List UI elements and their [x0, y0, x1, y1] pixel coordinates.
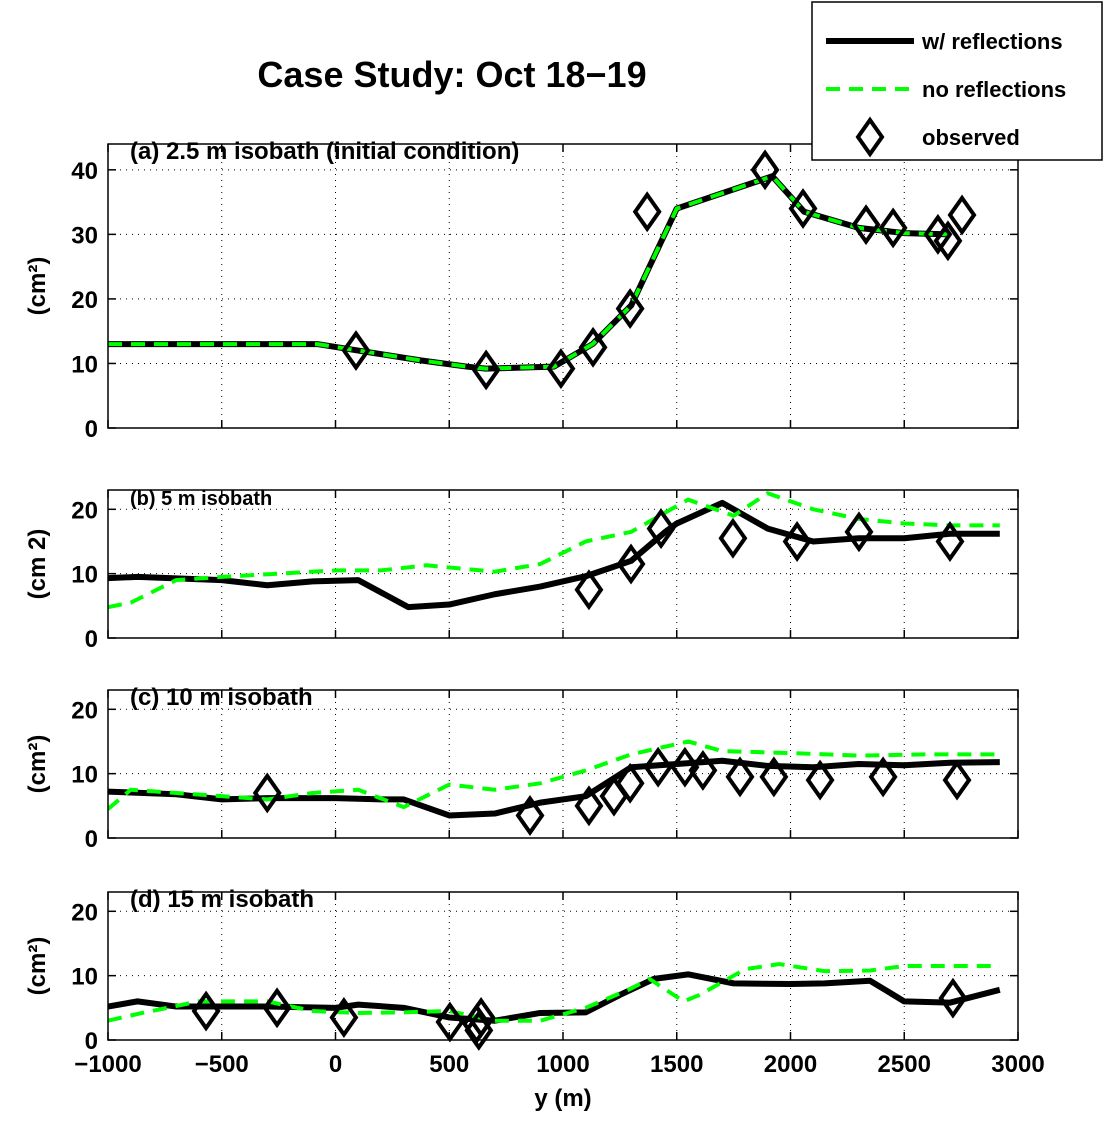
- x-tick-label: 1000: [536, 1051, 589, 1078]
- observed-marker: [515, 795, 545, 836]
- legend-label: w/ reflections: [921, 29, 1063, 54]
- panel-title: (a) 2.5 m isobath (initial condition): [130, 138, 519, 165]
- observed-marker: [782, 521, 812, 562]
- observed-marker: [341, 330, 371, 372]
- observed-marker: [670, 746, 700, 788]
- x-axis-label: y (m): [534, 1085, 591, 1112]
- observed-marker: [643, 746, 673, 788]
- observed-marker: [844, 511, 874, 553]
- observed-marker: [947, 194, 977, 236]
- observed-marker: [435, 1001, 465, 1043]
- panel-title: (c) 10 m isobath: [130, 684, 313, 711]
- observed-marker: [750, 149, 780, 191]
- observed-marker: [546, 348, 576, 390]
- y-axis-label: (cm 2): [24, 529, 51, 600]
- observed-marker: [646, 508, 676, 550]
- y-tick-label: 20: [71, 899, 98, 926]
- observed-marker: [725, 756, 755, 798]
- observed-marker: [329, 997, 359, 1038]
- x-tick-label: −1000: [74, 1051, 141, 1078]
- observed-marker: [942, 759, 972, 801]
- x-tick-label: 500: [429, 1051, 469, 1078]
- observed-marker: [574, 569, 604, 611]
- observed-marker: [578, 326, 608, 368]
- model-line-dashed: [108, 491, 1000, 610]
- legend-label: observed: [922, 125, 1020, 150]
- y-tick-label: 10: [71, 562, 98, 589]
- axes-box: [107, 143, 1019, 429]
- x-tick-label: −500: [195, 1051, 249, 1078]
- y-tick-label: 0: [85, 626, 98, 653]
- y-tick-label: 20: [71, 697, 98, 724]
- y-tick-label: 0: [85, 1028, 98, 1055]
- observed-marker: [805, 759, 835, 801]
- observed-marker: [466, 997, 496, 1038]
- x-tick-label: 1500: [650, 1051, 703, 1078]
- axes-box: [107, 891, 1019, 1041]
- observed-marker: [878, 207, 908, 249]
- x-tick-label: 2000: [764, 1051, 817, 1078]
- observed-marker: [262, 987, 292, 1029]
- observed-marker: [632, 191, 662, 233]
- y-tick-label: 30: [71, 222, 98, 249]
- observed-marker: [933, 220, 963, 262]
- x-tick-label: 0: [329, 1051, 342, 1078]
- x-tick-label: 3000: [991, 1051, 1044, 1078]
- observed-marker: [191, 990, 221, 1032]
- y-tick-label: 20: [71, 287, 98, 314]
- observed-marker: [616, 543, 646, 585]
- observed-marker: [718, 517, 748, 559]
- y-tick-label: 10: [71, 964, 98, 991]
- observed-marker: [252, 772, 282, 814]
- y-axis-label: (cm²): [24, 735, 51, 794]
- y-tick-label: 10: [71, 762, 98, 789]
- observed-marker: [851, 204, 881, 246]
- y-tick-label: 0: [85, 416, 98, 443]
- legend-marker: [855, 116, 885, 158]
- observed-marker: [471, 349, 501, 391]
- y-tick-label: 10: [71, 351, 98, 378]
- y-tick-label: 0: [85, 826, 98, 853]
- legend-label: no reflections: [922, 77, 1066, 102]
- y-axis-label: (cm²): [24, 937, 51, 996]
- observed-marker: [574, 785, 604, 827]
- panel-title: (b) 5 m isobath: [130, 488, 272, 510]
- observed-marker: [935, 521, 965, 562]
- axes-box: [107, 489, 1019, 639]
- axes-box: [107, 689, 1019, 839]
- figure-title: Case Study: Oct 18−19: [257, 54, 646, 95]
- observed-marker: [938, 977, 968, 1019]
- panel-title: (d) 15 m isobath: [130, 886, 314, 913]
- observed-marker: [788, 188, 818, 230]
- observed-marker: [759, 756, 789, 798]
- observed-marker: [615, 288, 645, 330]
- model-line: [108, 757, 1000, 819]
- model-line-dashed: [108, 174, 950, 371]
- y-tick-label: 40: [71, 158, 98, 185]
- observed-marker: [868, 756, 898, 798]
- model-line-dashed: [108, 739, 1000, 811]
- observed-marker: [615, 762, 645, 804]
- observed-marker: [688, 749, 718, 791]
- x-tick-label: 2500: [878, 1051, 931, 1078]
- y-tick-label: 20: [71, 497, 98, 524]
- y-axis-label: (cm²): [24, 257, 51, 316]
- model-line-dashed: [108, 962, 1000, 1023]
